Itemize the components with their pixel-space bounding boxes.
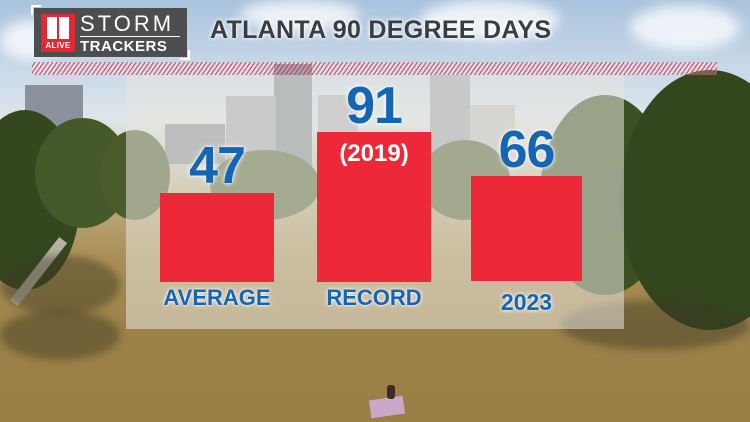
bar-label-record: RECORD: [326, 285, 422, 310]
bar-2023: [471, 176, 582, 281]
logo-corner-bracket: [31, 5, 41, 15]
eleven-icon: [45, 17, 71, 39]
logo-divider: [80, 36, 180, 37]
bar-value-record: 91: [346, 77, 403, 135]
bar-record: [317, 132, 431, 282]
11alive-badge: ALIVE: [41, 14, 75, 52]
person: [387, 385, 395, 399]
logo-line1: STORM: [80, 11, 175, 36]
bar-value-2023: 66: [498, 121, 556, 179]
logo-badge-text: ALIVE: [45, 41, 71, 50]
blanket: [368, 395, 406, 419]
bar-average: [160, 193, 274, 282]
bar-label-average: AVERAGE: [163, 285, 271, 310]
logo-line2: TRACKERS: [80, 38, 168, 55]
chart-title: ATLANTA 90 DEGREE DAYS: [210, 16, 552, 44]
storm-trackers-logo: ALIVE STORM TRACKERS: [31, 5, 190, 60]
hatched-divider: [32, 62, 717, 75]
bar-sublabel-record: (2019): [339, 140, 409, 167]
bar-value-average: 47: [189, 137, 246, 195]
logo-corner-bracket: [180, 50, 190, 60]
bar-label-2023: 2023: [500, 289, 553, 315]
